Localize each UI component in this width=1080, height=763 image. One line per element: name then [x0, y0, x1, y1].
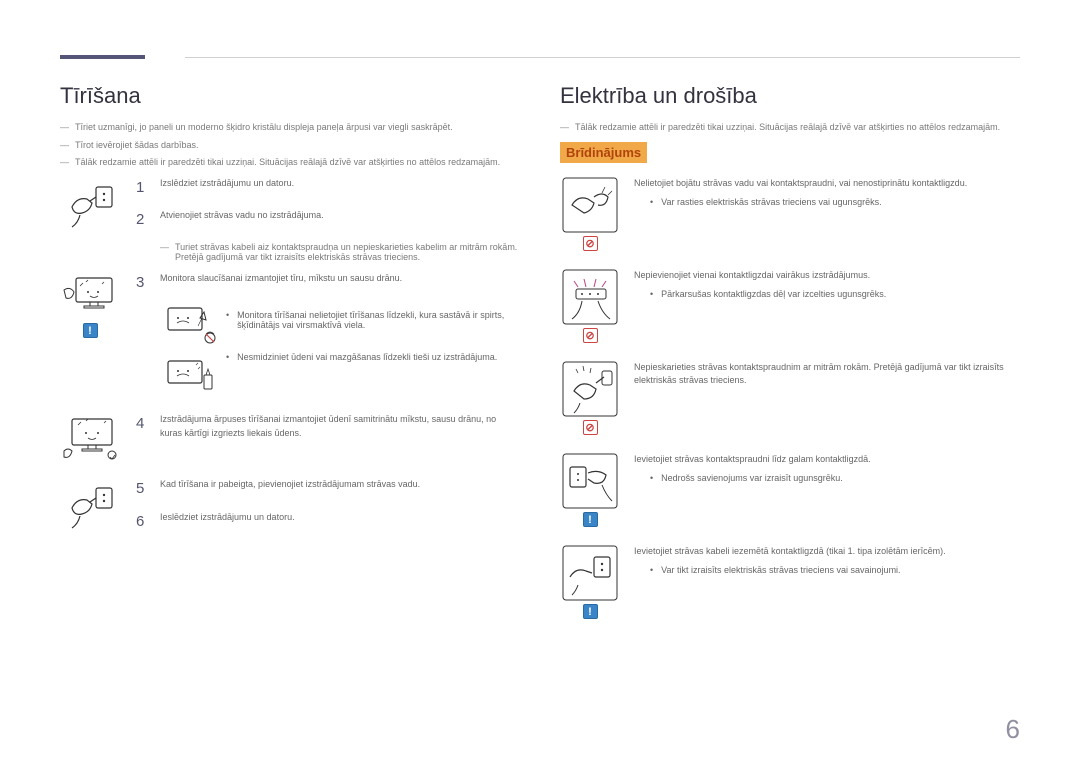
illustration-wet-hands: ⊘ — [560, 361, 620, 435]
bullet-text: Var rasties elektriskās strāvas triecien… — [661, 196, 881, 210]
left-notes: Tīriet uzmanīgi, jo paneli un moderno šķ… — [60, 121, 520, 169]
bullet-item: Var tikt izraisīts elektriskās strāvas t… — [650, 564, 1020, 578]
item-text: Ievietojiet strāvas kabeli iezemētā kont… — [634, 546, 946, 556]
step-number: 2 — [136, 209, 148, 232]
header-divider — [185, 57, 1020, 58]
right-title: Elektrība un drošība — [560, 83, 1020, 109]
step-content: 1 Izslēdziet izstrādājumu un datoru. 2 Atv… — [136, 177, 520, 262]
safety-row: ! Ievietojiet strāvas kontaktspraudni lī… — [560, 453, 1020, 527]
page-number: 6 — [1006, 714, 1020, 745]
bullet-text: Monitora tīrīšanai nelietojiet tīrīšanas… — [237, 310, 520, 330]
step-4: 4 Izstrādājuma ārpuses tīrīšanai izmantoj… — [136, 413, 520, 440]
note-item: Tīrot ievērojiet šādas darbības. — [60, 139, 520, 152]
left-column: Tīrīšana Tīriet uzmanīgi, jo paneli un m… — [60, 83, 520, 637]
bullet-item: Nedrošs savienojums var izraisīt ugunsgr… — [650, 472, 1020, 486]
item-text: Nelietojiet bojātu strāvas vadu vai kont… — [634, 178, 967, 188]
prohibit-badge-icon: ⊘ — [583, 328, 598, 343]
step-text: Atvienojiet strāvas vadu no izstrādājuma… — [160, 209, 324, 232]
safety-text: Ievietojiet strāvas kontaktspraudni līdz… — [634, 453, 1020, 486]
caution-badge-icon: ! — [583, 512, 598, 527]
prohibit-badge-icon: ⊘ — [583, 420, 598, 435]
safety-row: ⊘ Nepieskarieties strāvas kontaktspraudn… — [560, 361, 1020, 435]
step-5: 5 Kad tīrīšana ir pabeigta, pievienojiet … — [136, 478, 520, 501]
step-text: Ieslēdziet izstrādājumu un datoru. — [160, 511, 295, 534]
mini-illus-group — [160, 304, 216, 403]
item-text: Nepievienojiet vienai kontaktligzdai vai… — [634, 270, 870, 280]
step-content: 4 Izstrādājuma ārpuses tīrīšanai izmantoj… — [136, 413, 520, 450]
step-row: 4 Izstrādājuma ārpuses tīrīšanai izmantoj… — [60, 413, 520, 468]
note-text: Tīrot ievērojiet šādas darbības. — [75, 139, 199, 152]
step-content: 5 Kad tīrīšana ir pabeigta, pievienojiet … — [136, 478, 520, 543]
caution-badge-icon: ! — [583, 604, 598, 619]
illustration-grounded: ! — [560, 545, 620, 619]
step-number: 4 — [136, 413, 148, 440]
note-text: Tīriet uzmanīgi, jo paneli un moderno šķ… — [75, 121, 453, 134]
note-item: Tīriet uzmanīgi, jo paneli un moderno šķ… — [60, 121, 520, 134]
step-2: 2 Atvienojiet strāvas vadu no izstrādājum… — [136, 209, 520, 232]
illustration-damp-wipe — [60, 413, 120, 468]
bullet-text: Pārkarsušas kontaktligzdas dēļ var izcel… — [661, 288, 886, 302]
caution-badge-icon: ! — [83, 323, 98, 338]
page-columns: Tīrīšana Tīriet uzmanīgi, jo paneli un m… — [60, 83, 1020, 637]
step-text: Izslēdziet izstrādājumu un datoru. — [160, 177, 294, 200]
step-row: 5 Kad tīrīšana ir pabeigta, pievienojiet … — [60, 478, 520, 543]
step-number: 5 — [136, 478, 148, 501]
bullet-item: Pārkarsušas kontaktligzdas dēļ var izcel… — [650, 288, 1020, 302]
warning-label: Brīdinājums — [560, 142, 647, 163]
safety-text: Nepievienojiet vienai kontaktligzdai vai… — [634, 269, 1020, 302]
step-6: 6 Ieslēdziet izstrādājumu un datoru. — [136, 511, 520, 534]
note-text: Tālāk redzamie attēli ir paredzēti tikai… — [575, 121, 1000, 134]
safety-text: Nepieskarieties strāvas kontaktspraudnim… — [634, 361, 1020, 388]
safety-text: Nelietojiet bojātu strāvas vadu vai kont… — [634, 177, 1020, 210]
right-notes: Tālāk redzamie attēli ir paredzēti tikai… — [560, 121, 1020, 134]
step3-bullets: Monitora tīrīšanai nelietojiet tīrīšanas… — [226, 304, 520, 403]
header-accent-bar — [60, 55, 145, 59]
safety-row: ⊘ Nepievienojiet vienai kontaktligzdai v… — [560, 269, 1020, 343]
note-item: Tālāk redzamie attēli ir paredzēti tikai… — [560, 121, 1020, 134]
step-row: 1 Izslēdziet izstrādājumu un datoru. 2 Atv… — [60, 177, 520, 262]
bullet-text: Var tikt izraisīts elektriskās strāvas t… — [661, 564, 900, 578]
illustration-damaged-cord: ⊘ — [560, 177, 620, 251]
illustration-unplug — [60, 177, 120, 236]
step-number: 1 — [136, 177, 148, 200]
prohibit-badge-icon: ⊘ — [583, 236, 598, 251]
step-number: 6 — [136, 511, 148, 534]
item-text: Ievietojiet strāvas kontaktspraudni līdz… — [634, 454, 871, 464]
safety-row: ⊘ Nelietojiet bojātu strāvas vadu vai ko… — [560, 177, 1020, 251]
step-text: Monitora slaucīšanai izmantojiet tīru, m… — [160, 272, 402, 295]
step-row: ! 3 Monitora slaucīšanai izmantojiet tīru… — [60, 272, 520, 404]
note-text: Tālāk redzamie attēli ir paredzēti tikai… — [75, 156, 500, 169]
step-3: 3 Monitora slaucīšanai izmantojiet tīru, … — [136, 272, 520, 295]
step-1: 1 Izslēdziet izstrādājumu un datoru. — [136, 177, 520, 200]
note-item: Tālāk redzamie attēli ir paredzēti tikai… — [60, 156, 520, 169]
safety-row: ! Ievietojiet strāvas kabeli iezemētā ko… — [560, 545, 1020, 619]
bullet-text: Nedrošs savienojums var izraisīt ugunsgr… — [661, 472, 843, 486]
step-text: Izstrādājuma ārpuses tīrīšanai izmantoji… — [160, 413, 520, 440]
bullet-item: Monitora tīrīšanai nelietojiet tīrīšanas… — [226, 310, 520, 330]
step-number: 3 — [136, 272, 148, 295]
bullet-item: Nesmidziniet ūdeni vai mazgāšanas līdzek… — [226, 352, 520, 362]
illustration-wipe: ! — [60, 272, 120, 338]
bullet-text: Nesmidziniet ūdeni vai mazgāšanas līdzek… — [237, 352, 497, 362]
illustration-plug-in — [60, 478, 120, 537]
bullet-item: Var rasties elektriskās strāvas triecien… — [650, 196, 1020, 210]
illustration-overload: ⊘ — [560, 269, 620, 343]
safety-text: Ievietojiet strāvas kabeli iezemētā kont… — [634, 545, 1020, 578]
illustration-insert-fully: ! — [560, 453, 620, 527]
step3-detail: Monitora tīrīšanai nelietojiet tīrīšanas… — [160, 304, 520, 403]
step-text: Kad tīrīšana ir pabeigta, pievienojiet i… — [160, 478, 420, 501]
subnote-text: Turiet strāvas kabeli aiz kontaktspraudņ… — [175, 242, 520, 262]
step-content: 3 Monitora slaucīšanai izmantojiet tīru, … — [136, 272, 520, 404]
left-title: Tīrīšana — [60, 83, 520, 109]
right-column: Elektrība un drošība Tālāk redzamie attē… — [560, 83, 1020, 637]
step-subnote: Turiet strāvas kabeli aiz kontaktspraudņ… — [160, 242, 520, 262]
item-text: Nepieskarieties strāvas kontaktspraudnim… — [634, 362, 1004, 386]
